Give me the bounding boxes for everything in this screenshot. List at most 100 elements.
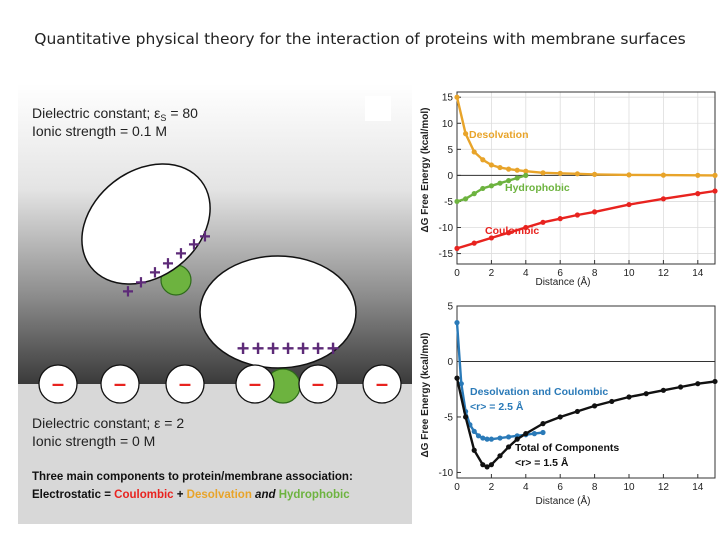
- x-tick-label: 4: [523, 268, 529, 279]
- data-point: [592, 209, 598, 215]
- data-point: [497, 453, 503, 459]
- protein1-charge: +: [162, 253, 174, 275]
- membrane-charges: [38, 364, 402, 404]
- x-tick-label: 12: [658, 482, 670, 493]
- y-tick-label: -15: [439, 249, 454, 260]
- data-point: [557, 414, 563, 420]
- data-point: [506, 434, 512, 440]
- data-point: [540, 429, 546, 436]
- x-tick-label: 10: [623, 482, 635, 493]
- data-point: [454, 320, 460, 326]
- protein2-charge: +: [237, 336, 250, 361]
- svg-text:Dielectric constant; ε = 2: Dielectric constant; ε = 2: [32, 415, 184, 431]
- membrane-charge-label: –: [249, 371, 261, 396]
- data-point: [695, 381, 701, 387]
- x-tick-label: 8: [592, 482, 598, 493]
- x-tick-label: 6: [557, 268, 563, 279]
- protein1-charge: +: [199, 226, 211, 248]
- data-point: [660, 387, 666, 393]
- summary-electrostatic: Electrostatic: [32, 489, 102, 501]
- series-line: [455, 322, 544, 441]
- data-point: [506, 444, 512, 450]
- data-point: [712, 172, 718, 178]
- data-point: [454, 375, 460, 381]
- protein2-charge: +: [327, 336, 340, 361]
- protein1-charge: +: [122, 281, 134, 303]
- data-point: [514, 175, 520, 181]
- data-point: [626, 394, 632, 400]
- x-axis-label: Distance (Å): [535, 275, 590, 288]
- annotation-r-1.5: <r> = 1.5 Å: [515, 456, 569, 469]
- data-point: [523, 431, 529, 437]
- protein-1: [81, 163, 211, 285]
- energy-components-chart: ΔG Free Energy (kcal/mol) 15 10 5 0 -5 -10 -15…: [420, 91, 718, 288]
- epsilon-symbol: ε: [154, 415, 160, 431]
- data-point: [574, 408, 580, 415]
- summary-equals: =: [101, 489, 114, 501]
- data-point: [514, 167, 520, 173]
- x-tick-label: 4: [523, 482, 529, 493]
- y-tick-label: -10: [439, 468, 454, 479]
- x-tick-label: 0: [454, 268, 460, 279]
- data-point: [471, 240, 477, 246]
- data-point: [463, 414, 469, 420]
- data-point: [458, 381, 464, 387]
- x-tick-label: 6: [557, 482, 563, 493]
- data-point: [695, 172, 701, 178]
- x-tick-label: 0: [454, 482, 460, 493]
- protein2-charge: +: [312, 336, 325, 361]
- y-tick-label: 15: [442, 93, 454, 104]
- x-tick-label: 8: [592, 268, 598, 279]
- y-tick-label: 5: [447, 145, 453, 156]
- data-point: [506, 230, 512, 236]
- y-tick-label: -5: [444, 412, 453, 423]
- membrane-charge-label: –: [179, 371, 191, 396]
- data-point: [712, 378, 718, 385]
- data-point: [488, 235, 494, 241]
- series-label-desolvation: Desolvation: [469, 129, 529, 141]
- data-point: [480, 435, 486, 441]
- data-point: [592, 171, 598, 177]
- y-axis-label: ΔG Free Energy (kcal/mol): [420, 332, 431, 457]
- protein-2: [199, 255, 357, 369]
- protein1-charge: +: [188, 234, 200, 256]
- data-point: [488, 436, 494, 442]
- membrane-charge-label: –: [376, 371, 388, 396]
- epsilon-subscript: S: [160, 113, 166, 123]
- data-point: [480, 462, 486, 468]
- data-point: [626, 172, 632, 178]
- annotation-r-2.5: <r> = 2.5 Å: [470, 400, 524, 413]
- y-tick-label: -10: [439, 223, 454, 234]
- data-point: [488, 462, 494, 468]
- data-point: [609, 398, 615, 405]
- data-point: [506, 178, 512, 184]
- data-point: [523, 172, 529, 178]
- y-tick-label: 0: [447, 357, 453, 368]
- summary-coulombic: Coulombic: [114, 489, 174, 501]
- data-point: [454, 198, 460, 205]
- total-energy-chart: ΔG Free Energy (kcal/mol) 50-5-100 2 4 6 8 10…: [420, 302, 718, 507]
- membrane-charge-label: –: [114, 371, 126, 396]
- data-point: [484, 464, 490, 470]
- x-axis-label: Distance (Å): [535, 494, 590, 507]
- x-tick-label: 14: [692, 268, 704, 279]
- data-point: [557, 216, 563, 222]
- lower-ionic-strength: Ionic strength = 0 M: [32, 433, 155, 449]
- svg-text:Electrostatic = Coulombic + De: Electrostatic = Coulombic + Desolvation …: [32, 489, 350, 501]
- summary-desolvation: Desolvation: [187, 489, 252, 501]
- series-label-hydrophobic: Hydrophobic: [505, 182, 570, 194]
- protein2-charge: +: [252, 336, 265, 361]
- series-label-total: Total of Components: [515, 442, 619, 454]
- data-point: [497, 180, 503, 186]
- data-point: [514, 436, 520, 442]
- protein1-charge: +: [135, 272, 147, 294]
- x-tick-label: 2: [489, 268, 495, 279]
- x-tick-label: 12: [658, 268, 670, 279]
- data-point: [531, 431, 537, 437]
- data-point: [660, 196, 666, 202]
- data-point: [557, 170, 563, 176]
- lower-dielectric-label: Dielectric constant;: [32, 415, 154, 431]
- data-point: [471, 447, 477, 453]
- summary-plus: +: [174, 489, 187, 501]
- data-point: [484, 436, 490, 442]
